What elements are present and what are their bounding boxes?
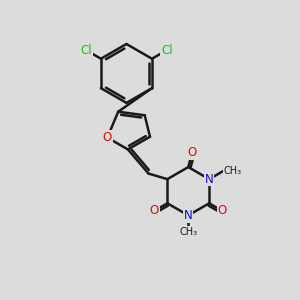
Text: O: O — [218, 205, 227, 218]
Text: CH₃: CH₃ — [179, 226, 197, 237]
Text: Cl: Cl — [80, 44, 92, 57]
Text: CH₃: CH₃ — [223, 166, 241, 176]
Text: Cl: Cl — [161, 44, 172, 57]
Text: O: O — [103, 131, 112, 144]
Text: N: N — [184, 209, 193, 222]
Text: O: O — [188, 146, 197, 159]
Text: O: O — [149, 205, 159, 218]
Text: N: N — [205, 172, 214, 186]
